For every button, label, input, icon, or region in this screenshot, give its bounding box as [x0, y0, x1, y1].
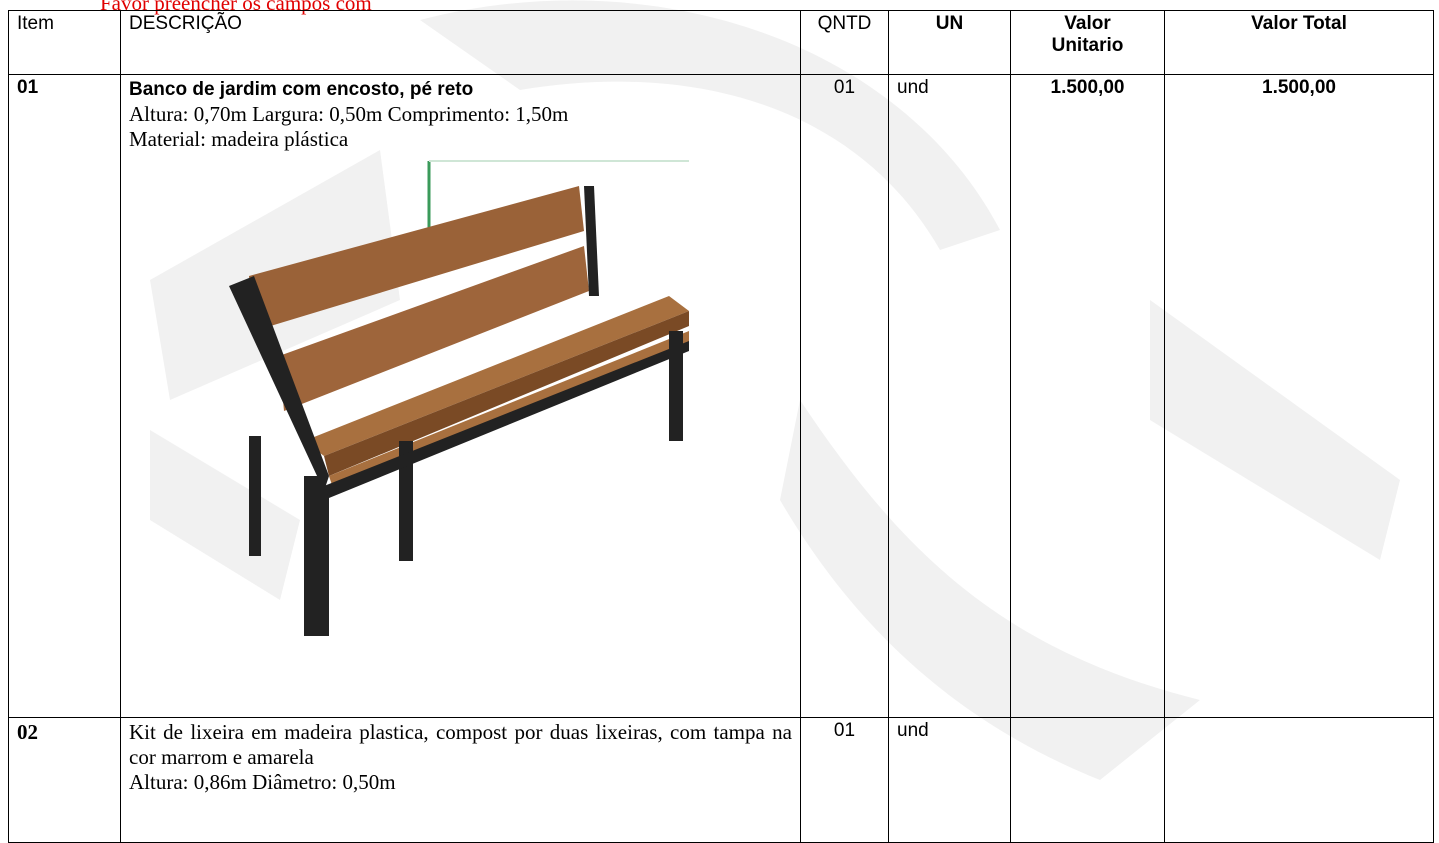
unit-value-cell: 1.500,00	[1010, 74, 1165, 718]
item-cell: 02	[8, 717, 121, 843]
table-row: 01 Banco de jardim com encosto, pé reto …	[8, 74, 1434, 718]
page: Favor preencher os campos com Item DESCR…	[8, 0, 1434, 843]
price-table: Item DESCRIÇÃO QNTD UN Valor Unitario Va…	[8, 10, 1434, 843]
description-line: Kit de lixeira em madeira plastica, comp…	[129, 720, 792, 769]
column-header: Item	[8, 10, 121, 75]
column-header: UN	[888, 10, 1011, 75]
description-line: Material: madeira plástica	[129, 127, 349, 151]
column-header: Valor Unitario	[1010, 10, 1165, 75]
item-cell: 01	[8, 74, 121, 718]
column-header: Valor Total	[1164, 10, 1434, 75]
qntd-cell: 01	[800, 717, 889, 843]
description-line: Altura: 0,70m Largura: 0,50m Comprimento…	[129, 102, 569, 126]
description-cell: Banco de jardim com encosto, pé reto Alt…	[120, 74, 801, 718]
description-cell: Kit de lixeira em madeira plastica, comp…	[120, 717, 801, 843]
unit-value-cell	[1010, 717, 1165, 843]
description-line: Altura: 0,86m Diâmetro: 0,50m	[129, 770, 396, 794]
un-cell: und	[888, 717, 1011, 843]
header-row: Item DESCRIÇÃO QNTD UN Valor Unitario Va…	[8, 10, 1434, 75]
total-value-cell: 1.500,00	[1164, 74, 1434, 718]
total-value-cell	[1164, 717, 1434, 843]
description-title: Banco de jardim com encosto, pé reto	[129, 79, 474, 100]
column-header: DESCRIÇÃO	[120, 10, 801, 75]
qntd-cell: 01	[800, 74, 889, 718]
un-cell: und	[888, 74, 1011, 718]
column-header: QNTD	[800, 10, 889, 75]
table-row: 02 Kit de lixeira em madeira plastica, c…	[8, 717, 1434, 843]
bench-image	[229, 160, 689, 636]
